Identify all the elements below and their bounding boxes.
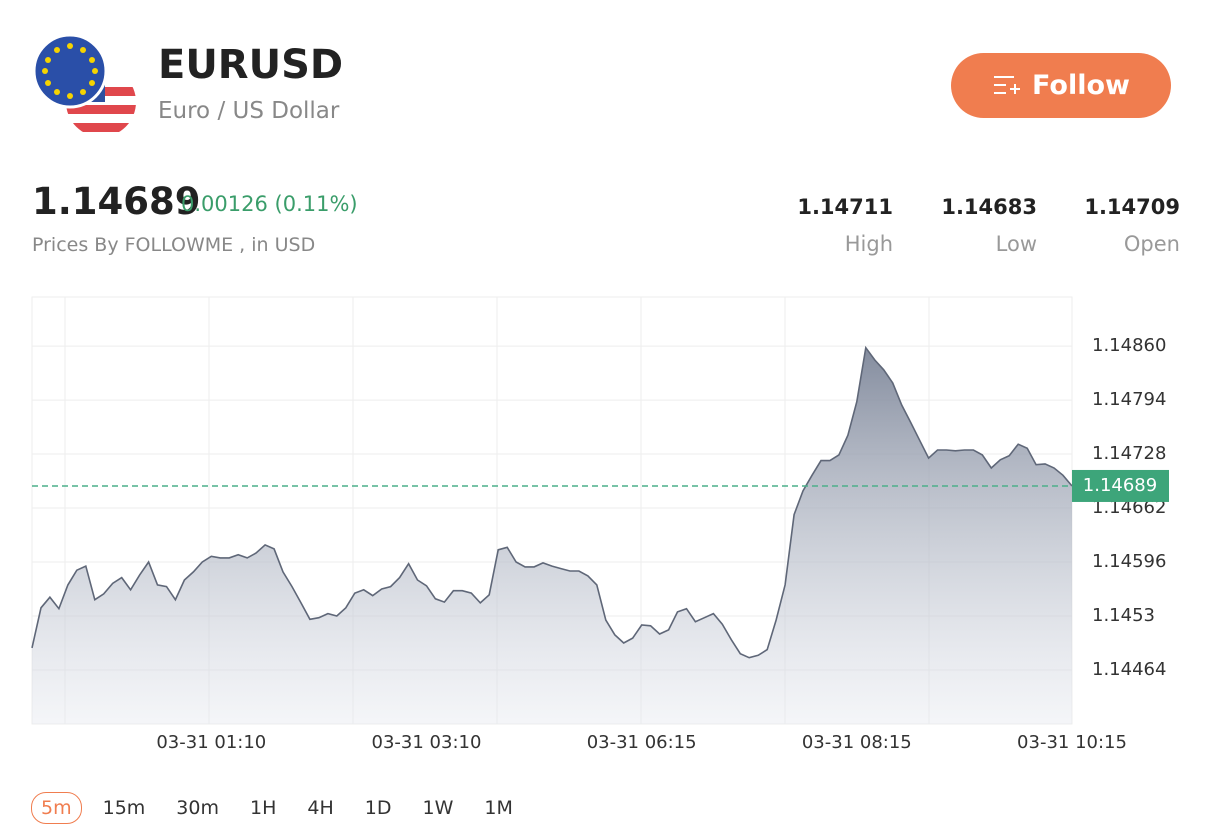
- y-tick-label: 1.14860: [1092, 335, 1166, 356]
- y-tick-label: 1.1453: [1092, 605, 1155, 626]
- x-tick-label: 03-31 06:15: [587, 732, 697, 753]
- follow-button[interactable]: Follow: [951, 53, 1171, 118]
- stat-value: 1.14711: [797, 195, 893, 219]
- currency-flags: [32, 33, 136, 137]
- y-tick-label: 1.14728: [1092, 443, 1166, 464]
- stat-label: High: [844, 232, 893, 256]
- x-tick-label: 03-31 01:10: [156, 732, 266, 753]
- timeframe-option[interactable]: 1M: [484, 797, 513, 819]
- timeframe-option[interactable]: 30m: [176, 797, 219, 819]
- x-tick-label: 03-31 10:15: [1017, 732, 1127, 753]
- timeframe-option[interactable]: 1W: [422, 797, 454, 819]
- x-tick-label: 03-31 08:15: [802, 732, 912, 753]
- last-price: 1.14689: [32, 180, 201, 223]
- price-line: [31, 345, 1073, 659]
- symbol-name: Euro / US Dollar: [158, 98, 340, 124]
- stat-value: 1.14709: [1084, 195, 1180, 219]
- timeframe-bar: 5m 15m 30m 1H 4H 1D 1W 1M: [31, 792, 534, 824]
- follow-label: Follow: [1032, 70, 1130, 101]
- y-tick-label: 1.14794: [1092, 389, 1166, 410]
- timeframe-option[interactable]: 1D: [364, 797, 392, 819]
- x-tick-label: 03-31 03:10: [372, 732, 482, 753]
- stat-label: Low: [995, 232, 1037, 256]
- y-tick-label: 1.14464: [1092, 659, 1166, 680]
- follow-icon: [994, 75, 1021, 94]
- y-tick-label: 1.14596: [1092, 551, 1166, 572]
- stat-label: Open: [1123, 232, 1180, 256]
- timeframe-option[interactable]: 5m: [31, 792, 82, 824]
- timeframe-option[interactable]: 1H: [249, 797, 277, 819]
- stat-value: 1.14683: [941, 195, 1037, 219]
- last-price-label: 1.14689: [1083, 475, 1157, 496]
- y-tick-label: 1.14662: [1092, 497, 1166, 518]
- last-price-box: [1072, 469, 1169, 502]
- area-fill: [32, 347, 1072, 724]
- timeframe-option[interactable]: 4H: [307, 797, 334, 819]
- symbol: EURUSD: [158, 42, 344, 88]
- price-source: Prices By FOLLOWME , in USD: [32, 234, 316, 256]
- price-change: 0.00126 (0.11%): [181, 192, 358, 216]
- timeframe-option[interactable]: 15m: [102, 797, 146, 819]
